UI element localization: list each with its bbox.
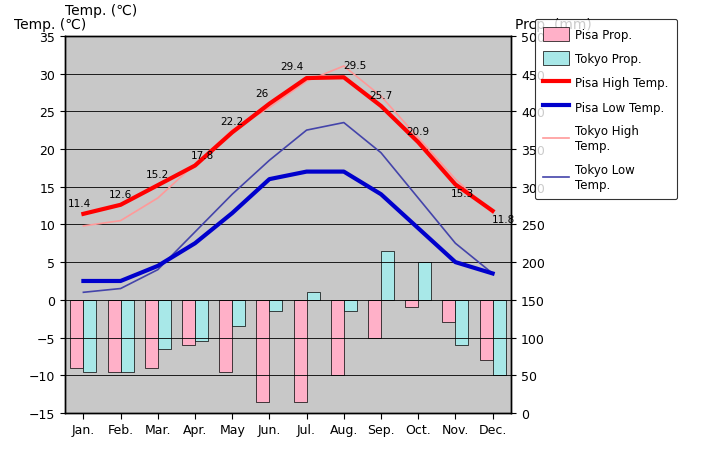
Text: 29.5: 29.5 — [343, 61, 366, 71]
Text: 20.9: 20.9 — [407, 127, 430, 137]
Legend: Pisa Prop., Tokyo Prop., Pisa High Temp., Pisa Low Temp., Tokyo High
Temp., Toky: Pisa Prop., Tokyo Prop., Pisa High Temp.… — [535, 20, 677, 200]
Bar — [344, 300, 357, 312]
Bar — [84, 300, 96, 372]
Bar — [405, 300, 418, 308]
Bar — [71, 300, 84, 368]
Bar — [121, 300, 134, 372]
Text: 15.3: 15.3 — [451, 189, 474, 199]
Text: 12.6: 12.6 — [109, 190, 132, 199]
Bar — [219, 300, 232, 372]
Bar — [381, 251, 394, 300]
Bar — [480, 300, 492, 360]
Bar — [195, 300, 208, 341]
Text: 22.2: 22.2 — [220, 117, 244, 127]
Bar — [107, 300, 120, 372]
Bar — [232, 300, 246, 326]
Bar — [442, 300, 455, 323]
Bar — [418, 263, 431, 300]
Bar — [256, 300, 269, 402]
Bar — [158, 300, 171, 349]
Bar — [182, 300, 195, 345]
Bar — [492, 300, 505, 375]
Bar — [330, 300, 344, 375]
Text: Temp. (℃): Temp. (℃) — [14, 18, 86, 32]
Text: Prcp. (mm): Prcp. (mm) — [515, 18, 592, 32]
Bar — [145, 300, 158, 368]
Text: 17.8: 17.8 — [191, 150, 214, 160]
Text: 26: 26 — [256, 89, 269, 98]
Text: 11.8: 11.8 — [492, 215, 516, 225]
Text: 25.7: 25.7 — [369, 91, 392, 101]
Bar — [269, 300, 282, 312]
Text: 15.2: 15.2 — [146, 170, 169, 180]
Bar — [368, 300, 381, 338]
Text: Temp. (℃): Temp. (℃) — [65, 4, 137, 18]
Bar — [307, 293, 320, 300]
Bar — [294, 300, 307, 402]
Bar — [455, 300, 469, 345]
Text: 11.4: 11.4 — [68, 198, 91, 208]
Text: 29.4: 29.4 — [280, 62, 303, 71]
